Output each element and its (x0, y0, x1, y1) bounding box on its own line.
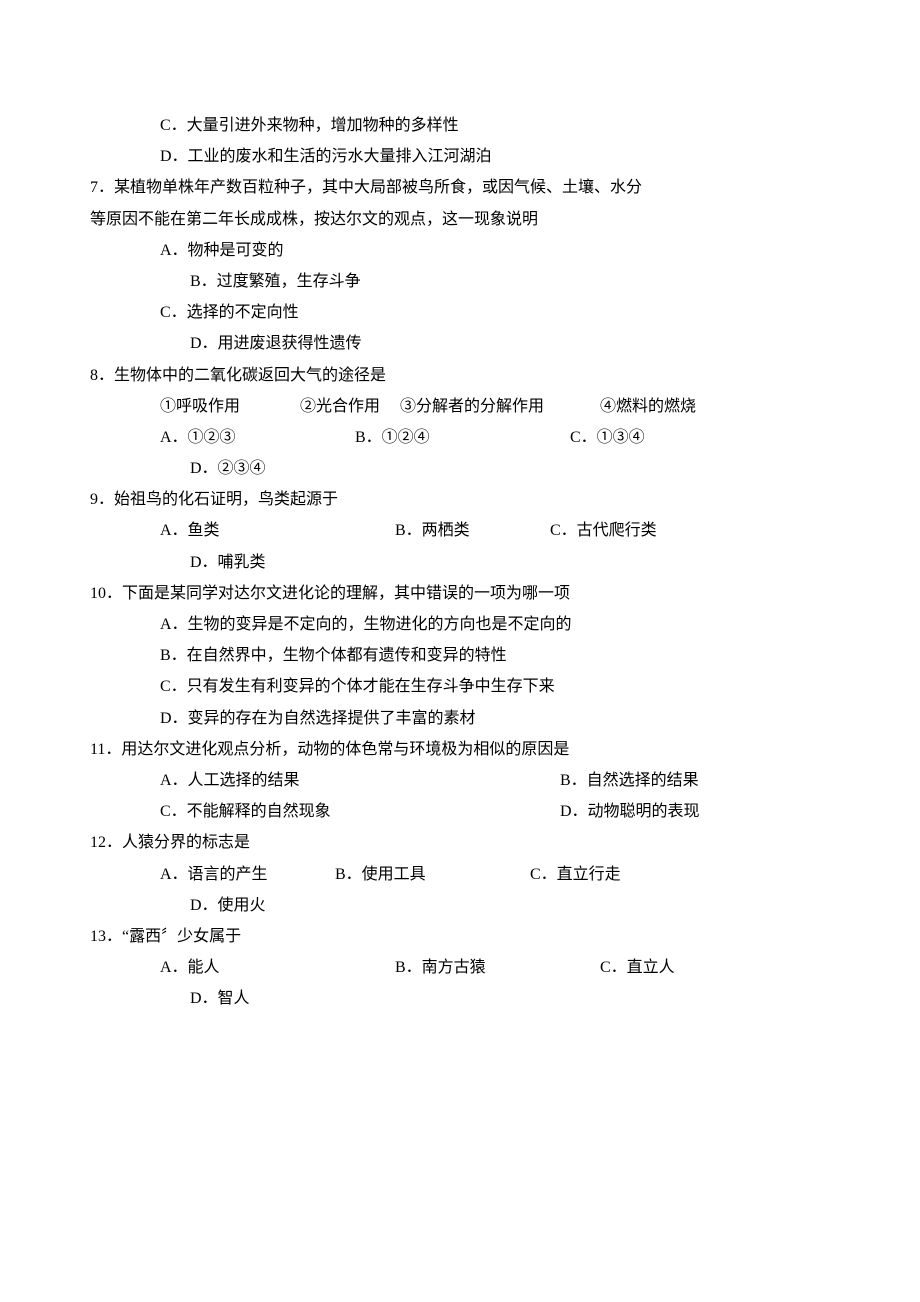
q11-options-row2: C．不能解释的自然现象 D．动物聪明的表现 (90, 796, 830, 827)
q9-stem: 9．始祖鸟的化石证明，鸟类起源于 (90, 484, 830, 515)
q7-option-a: A．物种是可变的 (90, 235, 830, 266)
q7-stem-line2: 等原因不能在第二年长成成株，按达尔文的观点，这一现象说明 (90, 204, 830, 235)
q7-option-b: B．过度繁殖，生存斗争 (90, 266, 830, 297)
q8-options-row1: A．①②③ B．①②④ C．①③④ (90, 422, 830, 453)
q11-option-d: D．动物聪明的表现 (560, 796, 700, 827)
q12-option-b: B．使用工具 (335, 859, 530, 890)
q8-item-1: ①呼吸作用 (160, 391, 300, 422)
q9-option-c: C．古代爬行类 (550, 515, 657, 546)
q8-option-a: A．①②③ (160, 422, 355, 453)
q12-option-d: D．使用火 (90, 890, 830, 921)
q9-option-d: D．哺乳类 (90, 547, 830, 578)
q9-options-row1: A．鱼类 B．两栖类 C．古代爬行类 (90, 515, 830, 546)
q11-option-b: B．自然选择的结果 (560, 765, 699, 796)
q13-option-a: A．能人 (160, 952, 395, 983)
q13-option-c: C．直立人 (600, 952, 675, 983)
q12-stem: 12．人猿分界的标志是 (90, 827, 830, 858)
q11-option-c: C．不能解释的自然现象 (160, 796, 560, 827)
q13-option-b: B．南方古猿 (395, 952, 600, 983)
q12-option-a: A．语言的产生 (160, 859, 335, 890)
q7-option-c: C．选择的不定向性 (90, 297, 830, 328)
q11-option-a: A．人工选择的结果 (160, 765, 560, 796)
q10-stem: 10．下面是某同学对达尔文进化论的理解，其中错误的一项为哪一项 (90, 578, 830, 609)
q8-option-d: D．②③④ (90, 453, 830, 484)
q9-option-b: B．两栖类 (395, 515, 550, 546)
q11-stem: 11．用达尔文进化观点分析，动物的体色常与环境极为相似的原因是 (90, 734, 830, 765)
q12-option-c: C．直立行走 (530, 859, 621, 890)
q8-option-b: B．①②④ (355, 422, 570, 453)
q8-item-3: ③分解者的分解作用 (400, 391, 600, 422)
q10-option-b: B．在自然界中，生物个体都有遗传和变异的特性 (90, 640, 830, 671)
q8-stem: 8．生物体中的二氧化碳返回大气的途径是 (90, 360, 830, 391)
q7-stem-line1: 7．某植物单株年产数百粒种子，其中大局部被鸟所食，或因气候、土壤、水分 (90, 172, 830, 203)
q8-item-4: ④燃料的燃烧 (600, 391, 696, 422)
q6-option-d: D．工业的废水和生活的污水大量排入江河湖泊 (90, 141, 830, 172)
q12-options-row1: A．语言的产生 B．使用工具 C．直立行走 (90, 859, 830, 890)
q11-options-row1: A．人工选择的结果 B．自然选择的结果 (90, 765, 830, 796)
q8-items-row: ①呼吸作用 ②光合作用 ③分解者的分解作用 ④燃料的燃烧 (90, 391, 830, 422)
q10-option-a: A．生物的变异是不定向的，生物进化的方向也是不定向的 (90, 609, 830, 640)
q7-option-d: D．用进废退获得性遗传 (90, 328, 830, 359)
q6-option-c: C．大量引进外来物种，增加物种的多样性 (90, 110, 830, 141)
q13-stem: 13．“露西〞少女属于 (90, 921, 830, 952)
q13-options-row1: A．能人 B．南方古猿 C．直立人 (90, 952, 830, 983)
q10-option-c: C．只有发生有利变异的个体才能在生存斗争中生存下来 (90, 671, 830, 702)
q10-option-d: D．变异的存在为自然选择提供了丰富的素材 (90, 703, 830, 734)
q13-option-d: D．智人 (90, 983, 830, 1014)
q9-option-a: A．鱼类 (160, 515, 395, 546)
q8-item-2: ②光合作用 (300, 391, 400, 422)
q8-option-c: C．①③④ (570, 422, 645, 453)
